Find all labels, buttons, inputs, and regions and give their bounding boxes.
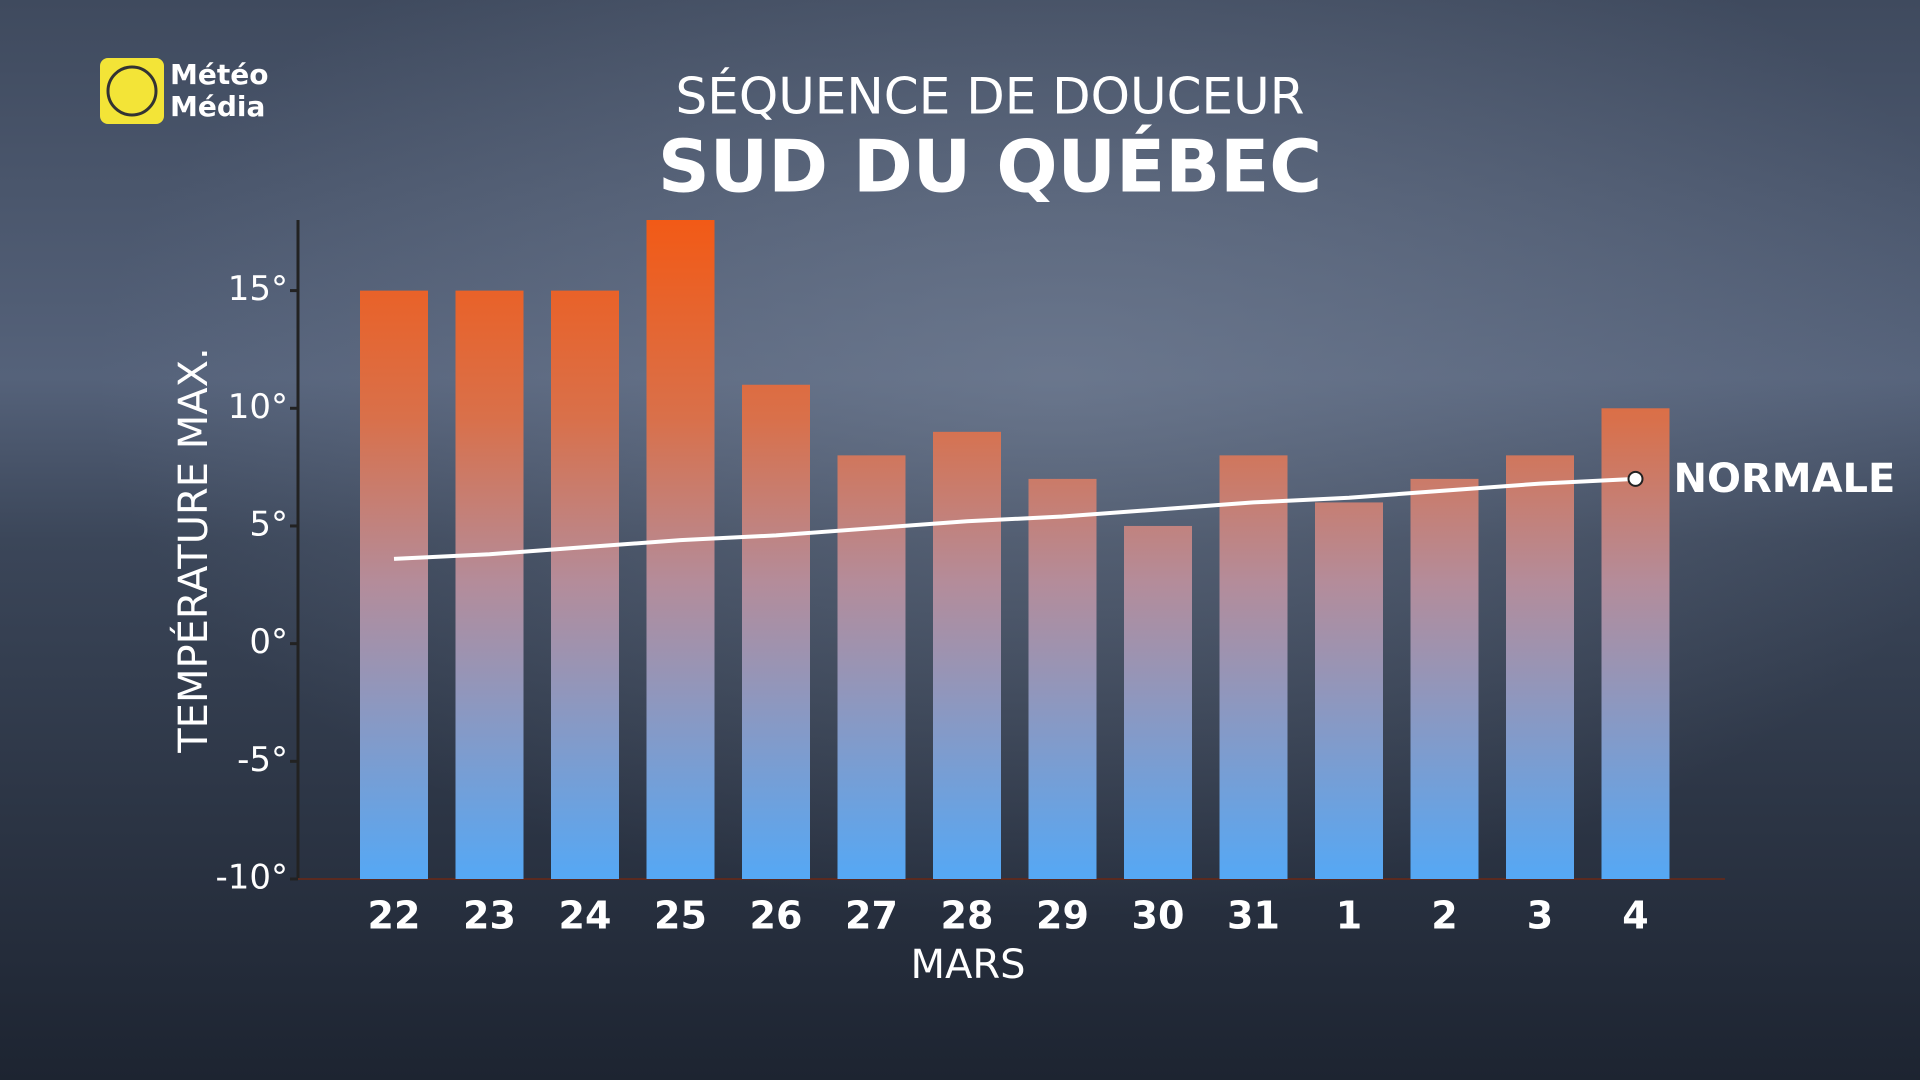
- x-tick-label: 2: [1431, 894, 1457, 938]
- x-tick-label: 28: [941, 894, 994, 938]
- y-tick-label: 15°: [228, 269, 288, 309]
- x-tick-label: 27: [845, 894, 898, 938]
- bar: [1219, 455, 1288, 879]
- y-tick-label: -5°: [237, 740, 288, 780]
- bar: [1506, 455, 1574, 879]
- x-tick-label: 23: [463, 894, 516, 938]
- y-tick-label: 10°: [228, 387, 288, 427]
- y-axis-label: TEMPÉRATURE MAX.: [169, 347, 217, 754]
- bar: [646, 220, 715, 879]
- x-tick-label: 4: [1622, 894, 1648, 938]
- bar: [551, 290, 619, 879]
- y-tick-label: -10°: [215, 858, 288, 898]
- chart-title: SÉQUENCE DE DOUCEUR: [676, 67, 1305, 126]
- bar: [933, 431, 1001, 879]
- bar: [360, 290, 428, 879]
- bar: [1315, 502, 1383, 879]
- normal-line: [393, 476, 1636, 561]
- x-tick-label: 25: [654, 894, 707, 938]
- logo-text: Météo: [170, 58, 268, 91]
- bar: [1124, 525, 1192, 879]
- bar: [1410, 478, 1479, 879]
- bar: [455, 290, 524, 879]
- x-tick-label: 22: [368, 894, 421, 938]
- x-tick-label: 24: [559, 894, 612, 938]
- y-tick-label: 5°: [249, 504, 288, 544]
- bar: [742, 384, 810, 879]
- chart-subtitle: SUD DU QUÉBEC: [658, 125, 1322, 209]
- logo-text: Média: [170, 90, 265, 123]
- normal-marker: [1627, 470, 1644, 487]
- bar: [837, 455, 906, 879]
- x-tick-label: 31: [1227, 894, 1280, 938]
- x-tick-label: 26: [750, 894, 803, 938]
- bar: [1028, 478, 1097, 879]
- x-tick-label: 30: [1132, 894, 1185, 938]
- logo-globe: [106, 65, 158, 117]
- x-tick-label: 1: [1336, 894, 1362, 938]
- x-tick-label: 29: [1036, 894, 1089, 938]
- x-axis-label: MARS: [910, 942, 1025, 988]
- x-tick-label: 3: [1527, 894, 1553, 938]
- y-tick-label: 0°: [249, 622, 288, 662]
- legend-label: NORMALE: [1674, 456, 1896, 502]
